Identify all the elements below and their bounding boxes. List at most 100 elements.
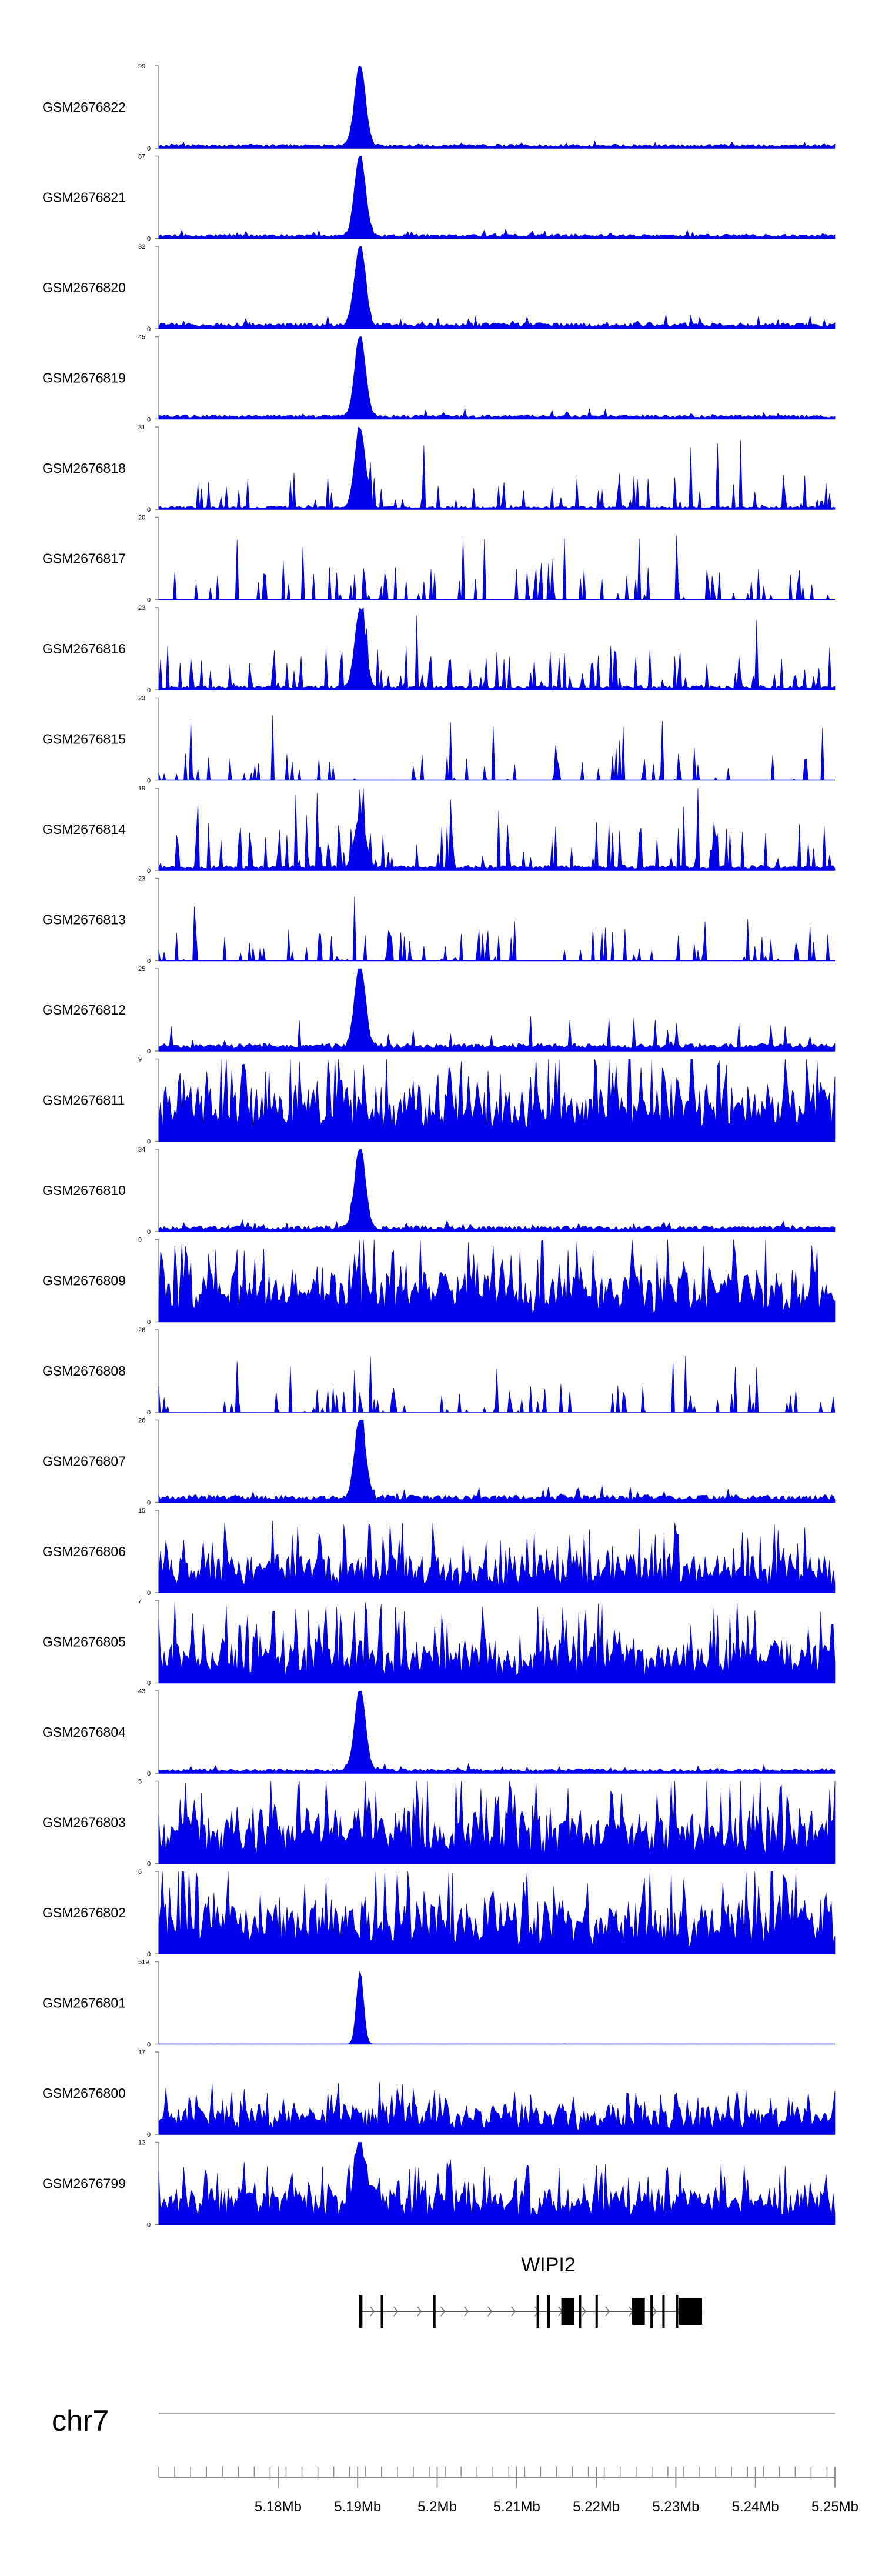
track-label: GSM2676803 bbox=[42, 1815, 126, 1830]
y-min-label: 0 bbox=[147, 867, 151, 875]
y-max-label: 26 bbox=[138, 1327, 145, 1334]
y-min-label: 0 bbox=[147, 145, 151, 152]
gene-exon bbox=[536, 2295, 539, 2328]
coverage-area bbox=[158, 426, 836, 510]
strand-arrow bbox=[370, 2306, 375, 2317]
track-GSM2676820: GSM2676820 32 0 bbox=[42, 243, 836, 333]
gene-exon bbox=[595, 2295, 598, 2328]
track-GSM2676806: GSM2676806 15 0 bbox=[42, 1507, 836, 1597]
y-min-label: 0 bbox=[147, 958, 151, 965]
coverage-area bbox=[158, 1600, 836, 1683]
y-max-label: 34 bbox=[138, 1146, 145, 1153]
coverage-area bbox=[158, 1520, 836, 1593]
track-GSM2676800: GSM2676800 17 0 bbox=[42, 2049, 836, 2138]
y-min-label: 0 bbox=[147, 506, 151, 513]
strand-arrow bbox=[605, 2306, 610, 2317]
track-label: GSM2676814 bbox=[42, 822, 126, 837]
y-min-label: 0 bbox=[147, 597, 151, 604]
coverage-tracks: GSM2676822990GSM2676821870GSM2676820320G… bbox=[42, 63, 836, 2229]
track-GSM2676804: GSM2676804 43 0 bbox=[42, 1688, 836, 1777]
track-GSM2676819: GSM2676819 45 0 bbox=[42, 334, 836, 423]
track-label: GSM2676799 bbox=[42, 2176, 126, 2191]
genome-axis: chr7 5.18Mb 5.19Mb 5.2Mb 5.21Mb 5.22Mb 5.23Mb 5… bbox=[52, 2404, 858, 2515]
gene-exon bbox=[433, 2295, 436, 2328]
track-GSM2676799: GSM2676799 12 0 bbox=[42, 2140, 836, 2229]
x-tick-label: 5.23Mb bbox=[652, 2499, 699, 2515]
gene-name: WIPI2 bbox=[521, 2254, 576, 2276]
y-min-label: 0 bbox=[147, 687, 151, 694]
coverage-area bbox=[158, 1149, 836, 1232]
coverage-area bbox=[159, 535, 835, 600]
y-min-label: 0 bbox=[147, 1139, 151, 1146]
y-max-label: 31 bbox=[138, 424, 145, 431]
coverage-area bbox=[158, 246, 836, 329]
y-min-label: 0 bbox=[147, 236, 151, 243]
y-max-label: 25 bbox=[138, 966, 145, 973]
y-min-label: 0 bbox=[147, 1680, 151, 1687]
y-max-label: 9 bbox=[138, 1237, 142, 1244]
y-max-label: 99 bbox=[138, 63, 145, 70]
coverage-area bbox=[158, 1420, 836, 1503]
strand-arrow bbox=[582, 2306, 587, 2317]
track-GSM2676803: GSM2676803 5 0 bbox=[42, 1778, 836, 1868]
track-label: GSM2676810 bbox=[42, 1183, 126, 1198]
track-label: GSM2676822 bbox=[42, 99, 126, 115]
y-min-label: 0 bbox=[147, 778, 151, 785]
coverage-area bbox=[158, 2142, 836, 2225]
track-label: GSM2676804 bbox=[42, 1724, 126, 1740]
track-label: GSM2676809 bbox=[42, 1273, 126, 1289]
track-label: GSM2676816 bbox=[42, 641, 126, 656]
y-max-label: 45 bbox=[138, 334, 145, 341]
y-max-label: 519 bbox=[138, 1959, 149, 1966]
track-GSM2676810: GSM2676810 34 0 bbox=[42, 1146, 836, 1236]
track-label: GSM2676813 bbox=[42, 912, 126, 927]
gene-exon bbox=[380, 2295, 383, 2328]
x-tick-label: 5.25Mb bbox=[811, 2499, 858, 2515]
coverage-area bbox=[158, 607, 836, 690]
y-min-label: 0 bbox=[147, 1229, 151, 1236]
coverage-area bbox=[158, 65, 836, 149]
track-GSM2676814: GSM2676814 19 0 bbox=[42, 785, 836, 875]
y-max-label: 43 bbox=[138, 1688, 145, 1695]
strand-arrow bbox=[417, 2306, 422, 2317]
coverage-area bbox=[158, 1059, 836, 1142]
strand-arrow bbox=[511, 2306, 516, 2317]
track-label: GSM2676812 bbox=[42, 1002, 126, 1017]
y-max-label: 23 bbox=[138, 695, 145, 702]
y-min-label: 0 bbox=[147, 2041, 151, 2048]
y-min-label: 0 bbox=[147, 416, 151, 423]
y-min-label: 0 bbox=[147, 1048, 151, 1055]
y-min-label: 0 bbox=[147, 1319, 151, 1326]
coverage-area bbox=[158, 336, 836, 419]
track-label: GSM2676805 bbox=[42, 1634, 126, 1650]
coverage-area bbox=[158, 968, 836, 1052]
gene-exon bbox=[676, 2295, 679, 2328]
x-tick-label: 5.18Mb bbox=[255, 2499, 302, 2515]
gene-exon bbox=[579, 2295, 582, 2328]
track-label: GSM2676801 bbox=[42, 1996, 126, 2011]
y-max-label: 20 bbox=[138, 515, 145, 522]
gene-track: WIPI2 bbox=[359, 2254, 703, 2328]
strand-arrow bbox=[393, 2306, 399, 2317]
track-label: GSM2676820 bbox=[42, 280, 126, 295]
track-GSM2676818: GSM2676818 31 0 bbox=[42, 424, 836, 513]
y-min-label: 0 bbox=[147, 326, 151, 333]
coverage-area bbox=[158, 715, 835, 781]
strand-arrow bbox=[464, 2306, 469, 2317]
track-GSM2676812: GSM2676812 25 0 bbox=[42, 966, 836, 1055]
coverage-area bbox=[158, 156, 836, 239]
y-min-label: 0 bbox=[147, 1951, 151, 1958]
gene-exon bbox=[561, 2298, 574, 2325]
coverage-area bbox=[158, 788, 836, 871]
coverage-area bbox=[158, 1971, 836, 2044]
track-label: GSM2676811 bbox=[42, 1093, 125, 1108]
track-label: GSM2676808 bbox=[42, 1363, 126, 1379]
track-label: GSM2676815 bbox=[42, 732, 126, 747]
track-label: GSM2676800 bbox=[42, 2086, 126, 2101]
coverage-area bbox=[158, 1690, 836, 1774]
track-GSM2676817: GSM2676817 20 0 bbox=[42, 515, 835, 604]
track-GSM2676822: GSM2676822 99 0 bbox=[42, 63, 836, 152]
y-max-label: 15 bbox=[138, 1507, 145, 1514]
track-label: GSM2676819 bbox=[42, 371, 126, 386]
